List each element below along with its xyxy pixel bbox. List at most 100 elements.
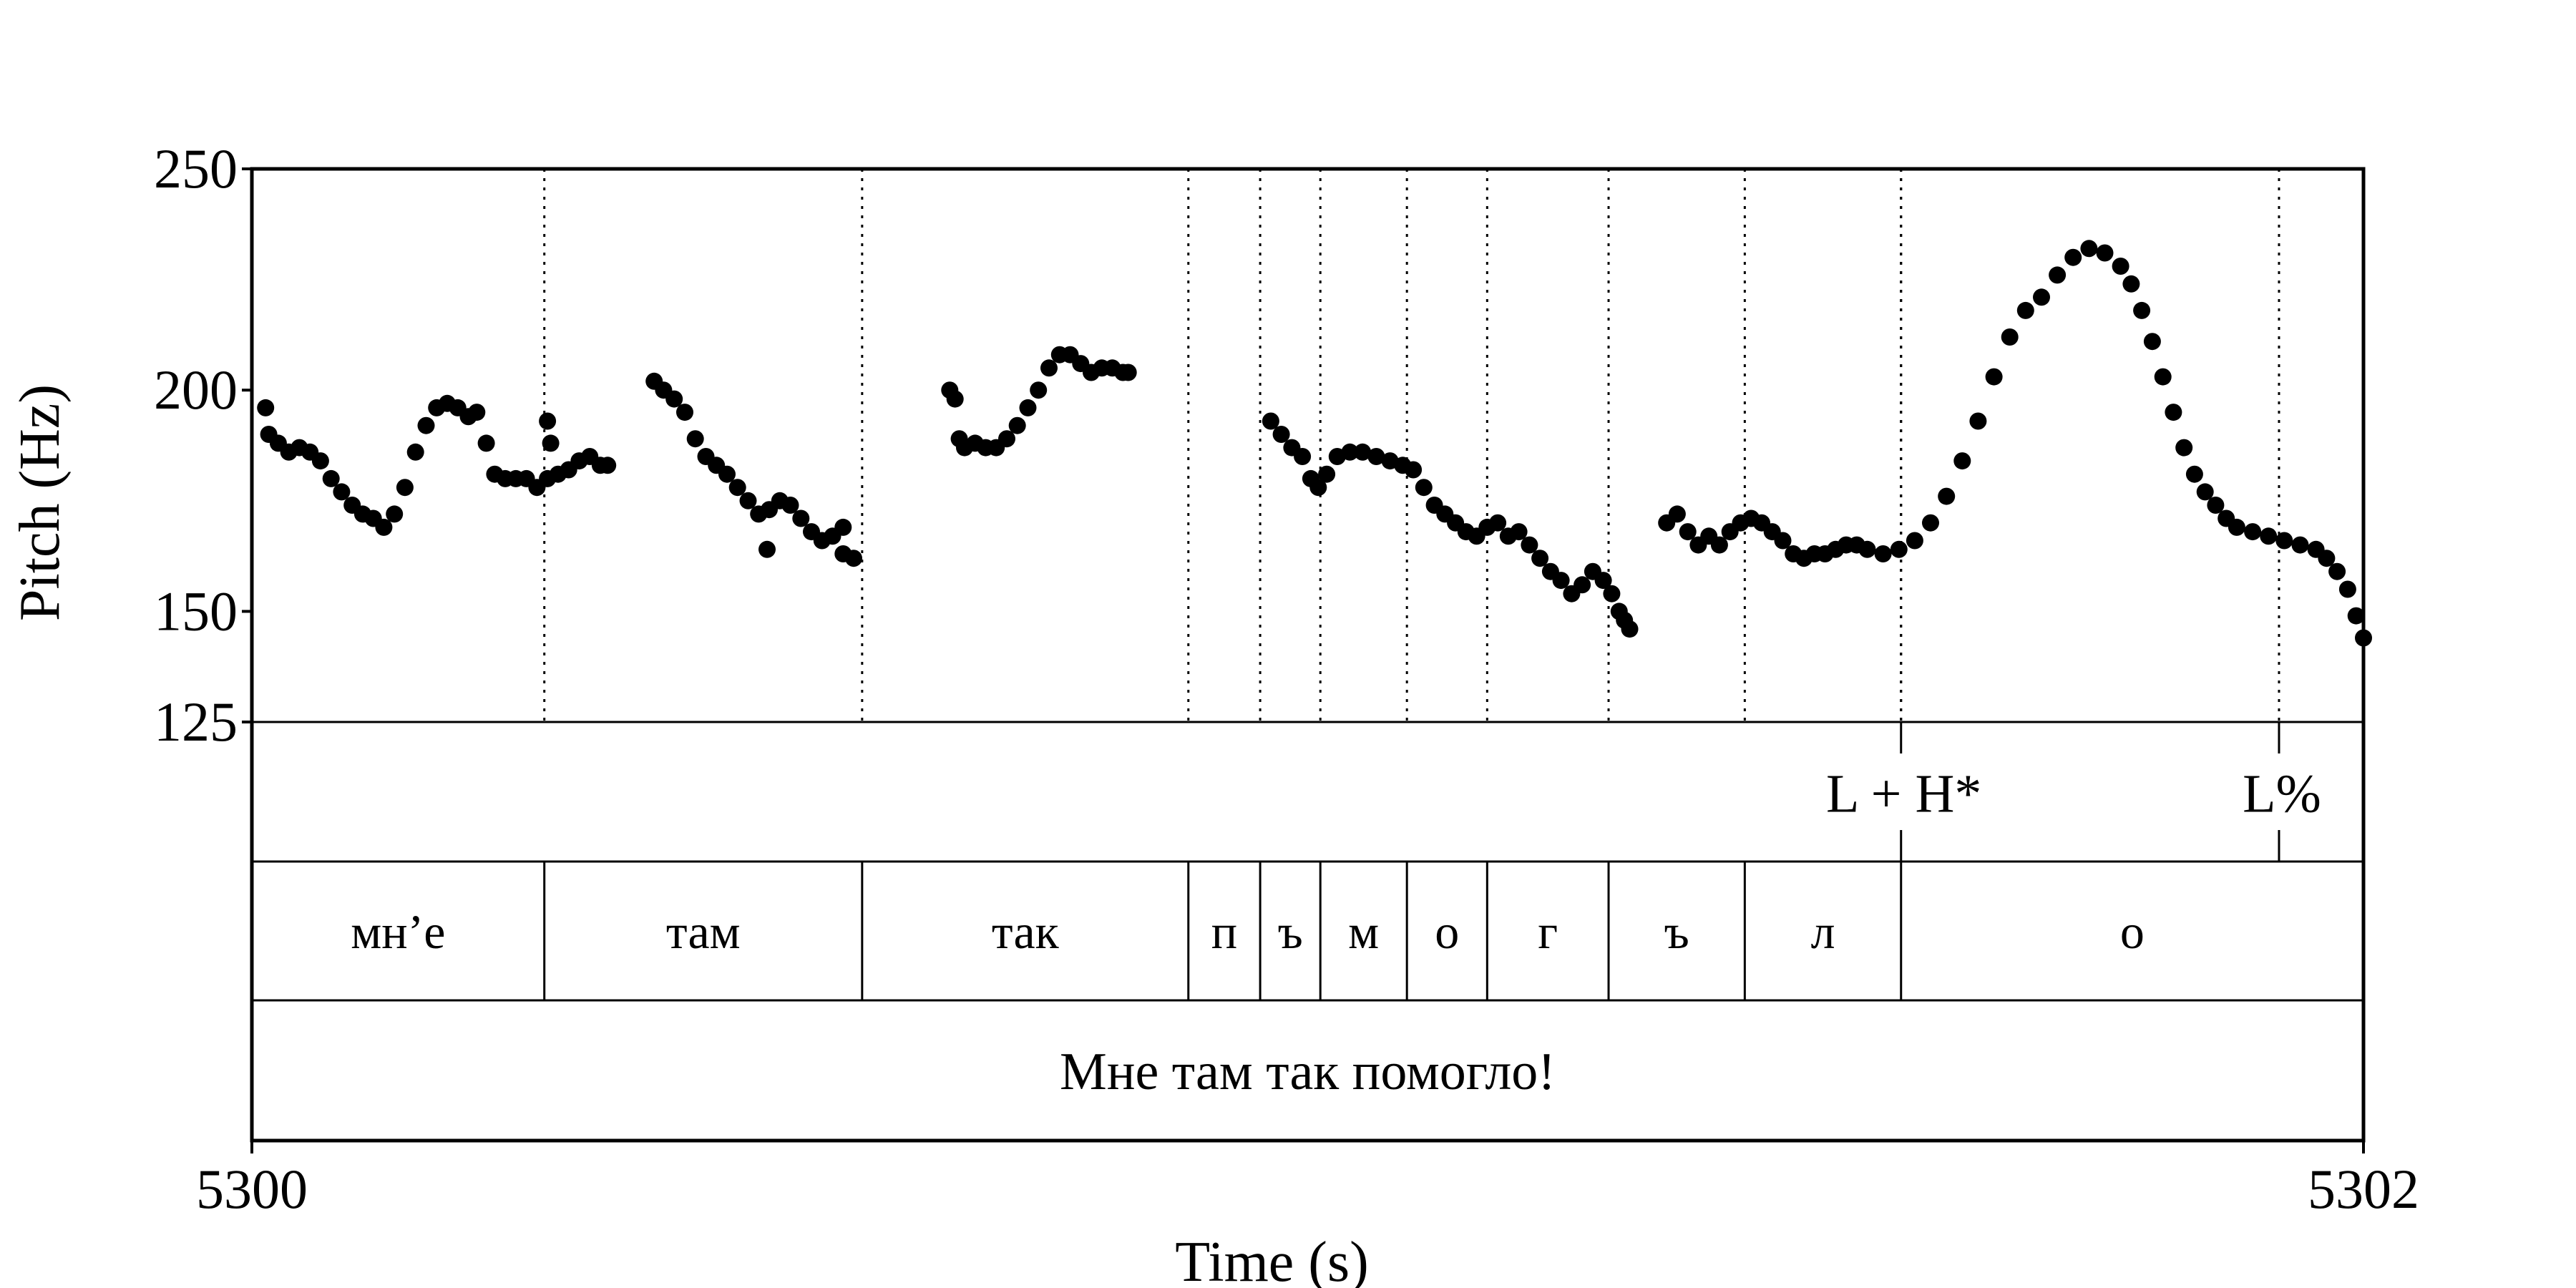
pitch-point <box>1858 540 1876 558</box>
pitch-contour <box>257 240 2372 647</box>
pitch-point <box>2228 518 2245 536</box>
pitch-point <box>542 434 560 452</box>
pitch-point <box>1008 416 1026 434</box>
pitch-point <box>718 465 736 483</box>
pitch-point <box>2122 275 2140 293</box>
pitch-point <box>1318 465 1336 483</box>
pitch-point <box>1938 487 1956 505</box>
segment-label: г <box>1538 904 1558 959</box>
pitch-point <box>1019 399 1037 416</box>
segment-label: ъ <box>1664 904 1689 959</box>
pitch-point <box>1040 359 1058 377</box>
pitch-point <box>1262 412 1279 430</box>
pitch-point <box>686 430 704 448</box>
pitch-point <box>2143 333 2161 351</box>
tone-label: L + H* <box>1826 764 1981 824</box>
y-tick-label: 250 <box>154 137 238 200</box>
pitch-point <box>599 457 617 474</box>
pitch-point <box>1953 452 1971 470</box>
axes: 125 150 200 250 5300 5302 Pitch (Hz) Time (s) <box>9 137 2419 1288</box>
y-tick-label: 125 <box>154 691 238 753</box>
pitch-point <box>2244 523 2262 541</box>
pitch-point <box>1621 620 1639 638</box>
pitch-point <box>1774 532 1792 550</box>
pitch-point <box>665 390 683 408</box>
plot-border <box>250 167 2366 1143</box>
pitch-point <box>834 518 852 536</box>
y-axis-title: Pitch (Hz) <box>9 384 72 621</box>
pitch-point <box>468 404 486 421</box>
pitch-point <box>2291 536 2309 554</box>
pitch-point <box>1405 461 1423 479</box>
segment-label: п <box>1211 904 1237 959</box>
pitch-point <box>2133 301 2151 319</box>
pitch-point <box>946 390 964 408</box>
pitch-point <box>406 443 424 461</box>
pitch-point <box>2033 288 2050 306</box>
pitch-point <box>1874 545 1892 562</box>
pitch-point <box>1922 514 1939 532</box>
segment-label: мн’е <box>351 904 445 959</box>
pitch-point <box>1710 536 1728 554</box>
x-tick-label: 5302 <box>2308 1158 2419 1220</box>
pitch-point <box>2275 532 2293 550</box>
pitch-point <box>1272 426 1290 443</box>
y-tick-label: 200 <box>154 358 238 421</box>
x-axis-title: Time (s) <box>1175 1231 1368 1288</box>
pitch-point <box>333 483 351 501</box>
pitch-point <box>477 434 495 452</box>
pitch-point <box>2049 266 2067 284</box>
segment-label: ъ <box>1278 904 1303 959</box>
pitch-point <box>2260 527 2278 545</box>
segment-boundary-lines <box>543 169 2280 722</box>
pitch-point <box>676 404 693 421</box>
tone-label: L% <box>2243 764 2321 824</box>
pitch-point <box>2318 550 2336 567</box>
pitch-point <box>1341 443 1359 461</box>
pitch-point <box>1030 381 1048 399</box>
pitch-point <box>1594 572 1612 590</box>
pitch-point <box>1510 523 1528 541</box>
pitch-point <box>2347 607 2365 625</box>
pitch-point <box>1890 540 1908 558</box>
pitch-point <box>1354 443 1372 461</box>
pitch-point <box>2207 497 2225 514</box>
pitch-point <box>1367 448 1385 465</box>
pitch-point <box>1119 364 1137 381</box>
pitch-point <box>322 469 340 487</box>
pitch-point <box>1294 448 1312 465</box>
pitch-point <box>2001 328 2019 346</box>
pitch-point <box>2016 301 2034 319</box>
pitch-point <box>1531 550 1549 567</box>
pitch-point <box>539 412 557 430</box>
pitch-point <box>2328 562 2346 580</box>
pitch-point <box>2096 244 2114 262</box>
pitch-point <box>2154 368 2172 386</box>
pitch-point <box>1969 412 1987 430</box>
pitch-point <box>375 518 393 536</box>
segment-label: там <box>666 904 741 959</box>
pitch-point <box>2196 483 2214 501</box>
pitch-point <box>2165 404 2182 421</box>
pitch-point <box>998 430 1015 448</box>
segment-label: о <box>1435 904 1459 959</box>
pitch-point <box>845 550 862 567</box>
pitch-point <box>728 479 746 497</box>
pitch-point <box>1603 585 1621 602</box>
segment-label: о <box>2120 904 2145 959</box>
pitch-point <box>1489 514 1507 532</box>
pitch-point <box>1415 479 1433 497</box>
pitch-point <box>2338 580 2356 598</box>
sentence-label: Мне там так помогло! <box>1060 1043 1556 1101</box>
segment-label: л <box>1811 904 1835 959</box>
y-tick-label: 150 <box>154 580 238 642</box>
pitch-point <box>1574 576 1591 594</box>
pitch-point <box>739 492 757 509</box>
pitch-point <box>781 497 799 514</box>
segment-label: м <box>1348 904 1379 959</box>
pitch-point <box>2080 240 2098 258</box>
pitch-point <box>417 416 435 434</box>
pitch-point <box>396 479 414 497</box>
